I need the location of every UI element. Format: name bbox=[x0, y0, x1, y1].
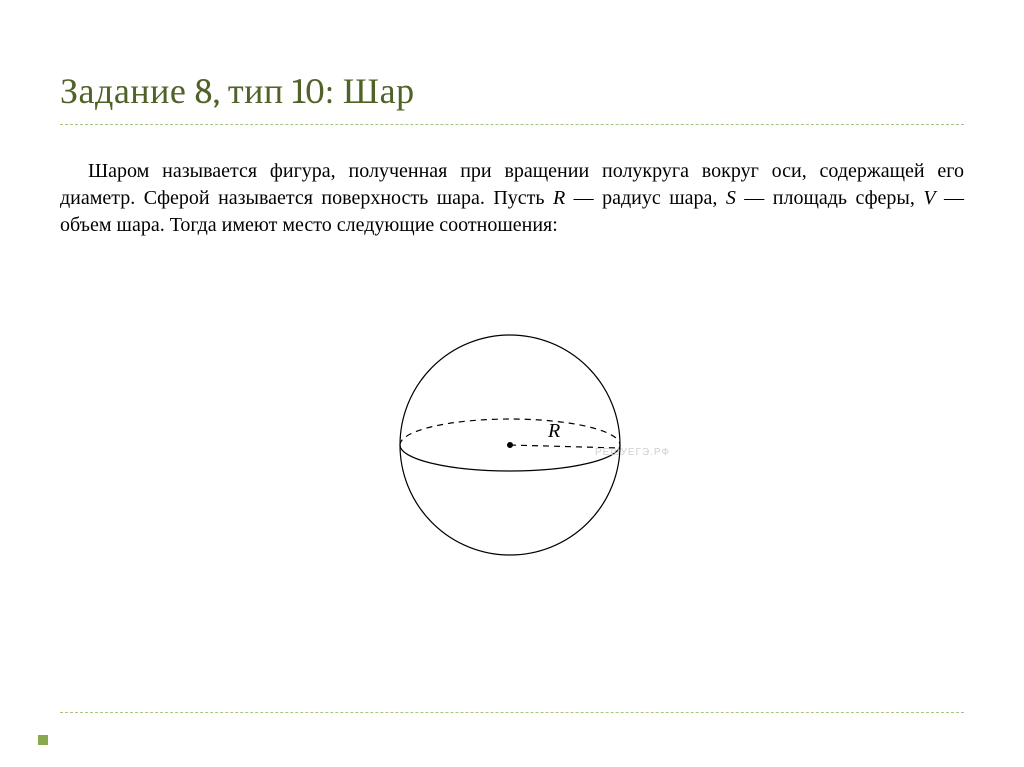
divider-top bbox=[60, 124, 964, 125]
equator-front bbox=[400, 445, 620, 471]
slide: Задание 8, тип 10: Шар Шаром называется … bbox=[0, 0, 1024, 767]
text-segment: — площадь сферы, bbox=[736, 187, 923, 209]
text-segment: — радиус шара, bbox=[565, 187, 726, 209]
slide-title: Задание 8, тип 10: Шар bbox=[60, 70, 415, 112]
sphere-svg: R bbox=[330, 315, 690, 575]
center-dot bbox=[507, 442, 513, 448]
divider-bottom bbox=[60, 712, 964, 713]
equator-back bbox=[400, 419, 620, 445]
radius-label: R bbox=[547, 420, 560, 442]
variable-V: V bbox=[923, 187, 935, 209]
bullet-icon bbox=[38, 735, 48, 745]
variable-S: S bbox=[726, 187, 736, 209]
definition-paragraph: Шаром называется фигура, полученная при … bbox=[60, 158, 964, 239]
watermark: РЕШУЕГЭ.РФ bbox=[595, 447, 670, 458]
variable-R: R bbox=[553, 187, 565, 209]
